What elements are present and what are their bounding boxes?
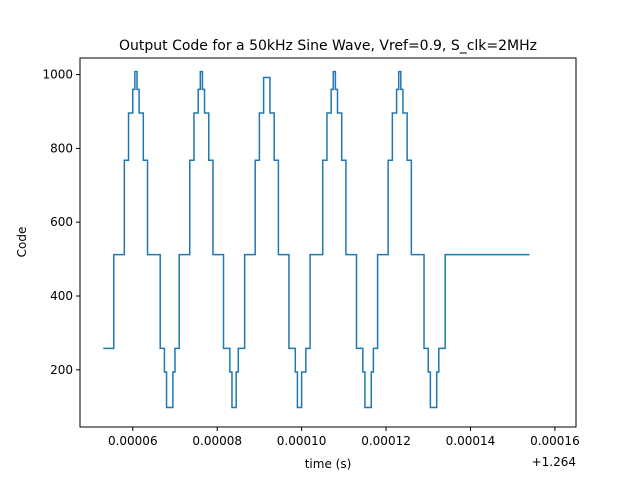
y-tick-label: 800 [50,141,73,155]
x-tick-label: 0.00014 [446,434,496,448]
plot-frame [79,57,577,428]
x-tick-label: 0.00010 [277,434,327,448]
y-tick-label: 400 [50,289,73,303]
y-tick-label: 200 [50,363,73,377]
y-axis-title: Code [15,227,29,258]
x-axis: 0.00006 0.00008 0.00010 0.00012 0.00014 0.000… [108,427,580,448]
chart-title: Output Code for a 50kHz Sine Wave, Vref=… [119,38,537,54]
x-axis-title: time (s) [305,457,352,471]
series-line [103,70,530,409]
y-axis: 200 400 600 800 1000 [42,68,80,377]
x-tick-label: 0.00016 [530,434,580,448]
x-tick-label: 0.00008 [192,434,242,448]
x-tick-label: 0.00006 [108,434,158,448]
y-tick-label: 600 [50,215,73,229]
series-layer [103,70,530,409]
plot-area [80,58,576,427]
x-offset-label: +1.264 [532,455,576,469]
x-tick-label: 0.00012 [361,434,411,448]
y-tick-label: 1000 [42,68,73,82]
